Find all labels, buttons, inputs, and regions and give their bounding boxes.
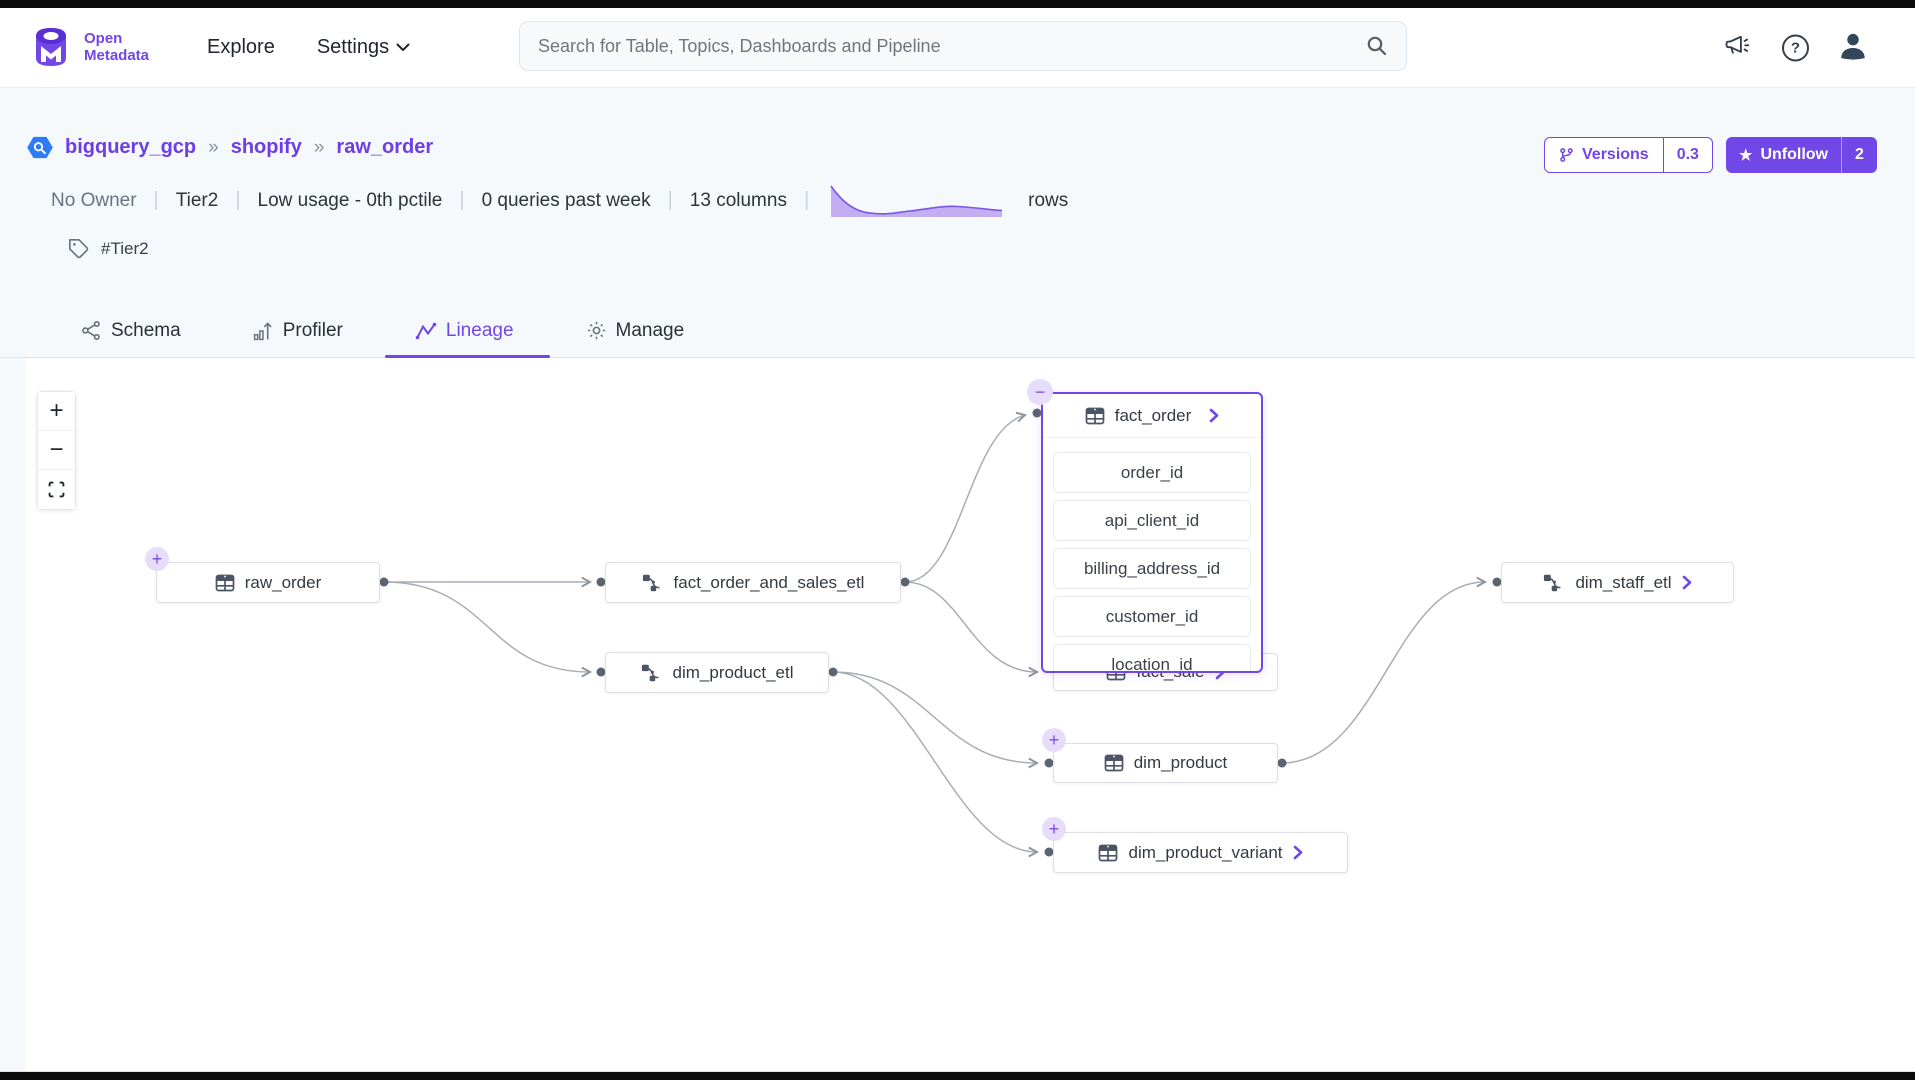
entity-meta-row: No Owner | Tier2 | Low usage - 0th pctil… — [51, 182, 1068, 219]
chevron-down-icon — [396, 43, 410, 51]
lineage-node-dim-product-variant[interactable]: + dim_product_variant — [1042, 817, 1348, 873]
version-branch-icon — [1560, 148, 1573, 162]
openmetadata-logo[interactable]: Open Metadata — [28, 24, 149, 70]
fact-order-header[interactable]: fact_order — [1043, 394, 1261, 438]
tags-row: #Tier2 — [68, 238, 149, 260]
fit-view-icon — [48, 481, 65, 498]
lineage-node-raw-order[interactable]: + raw_order — [145, 547, 380, 603]
window-top-edge — [0, 0, 1915, 8]
breadcrumb-separator: » — [313, 136, 325, 158]
lineage-node-dim-product-etl[interactable]: dim_product_etl — [605, 652, 829, 693]
column-chip[interactable]: customer_id — [1053, 596, 1251, 637]
pipeline-icon — [642, 574, 660, 591]
lineage-canvas[interactable]: + − fact_sale + — [26, 358, 1915, 1072]
menu-explore[interactable]: Explore — [207, 36, 275, 58]
lineage-node-fact-order-expanded[interactable]: fact_order order_id api_client_id billin… — [1041, 392, 1263, 673]
tab-profiler[interactable]: Profiler — [253, 304, 343, 357]
pipeline-icon — [641, 664, 659, 681]
tab-manage[interactable]: Manage — [586, 304, 684, 357]
breadcrumb-table[interactable]: raw_order — [336, 136, 434, 158]
column-chip[interactable]: billing_address_id — [1053, 548, 1251, 589]
star-icon: ★ — [1739, 147, 1753, 164]
queries-value: 0 queries past week — [481, 189, 651, 211]
row-count-sparkline — [830, 185, 1003, 217]
global-search — [519, 21, 1407, 71]
rows-label: rows — [1028, 189, 1069, 211]
collapse-downstream-badge[interactable]: − — [1027, 379, 1053, 405]
tier-value: Tier2 — [175, 189, 219, 211]
fact-order-columns: order_id api_client_id billing_address_i… — [1043, 438, 1261, 671]
breadcrumb-separator: » — [208, 136, 219, 158]
zoom-out-button[interactable]: − — [38, 431, 75, 470]
fit-view-button[interactable] — [38, 470, 75, 509]
expand-downstream-badge[interactable]: + — [1042, 728, 1066, 752]
expand-downstream-badge[interactable]: + — [1042, 817, 1066, 841]
table-icon — [1099, 844, 1118, 861]
usage-value: Low usage - 0th pctile — [257, 189, 443, 211]
unfollow-button[interactable]: ★ Unfollow 2 — [1726, 137, 1877, 173]
lineage-edges — [379, 408, 1502, 1072]
main-menu: Explore Settings — [207, 8, 410, 87]
breadcrumb-schema[interactable]: shopify — [230, 136, 302, 158]
profiler-icon — [253, 320, 274, 341]
expand-chevron-icon[interactable] — [1209, 408, 1219, 423]
search-input[interactable] — [538, 35, 1366, 57]
openmetadata-logo-icon — [36, 28, 66, 66]
help-icon[interactable]: ? — [1782, 34, 1809, 61]
tab-lineage[interactable]: Lineage — [385, 304, 550, 358]
menu-settings[interactable]: Settings — [317, 36, 410, 59]
table-icon — [1085, 407, 1105, 424]
canvas-bottom-divider — [0, 1071, 1915, 1072]
breadcrumb-service[interactable]: bigquery_gcp — [65, 136, 197, 158]
user-avatar[interactable] — [1837, 29, 1869, 66]
column-chip[interactable]: api_client_id — [1053, 500, 1251, 541]
unfollow-label: Unfollow — [1760, 146, 1828, 163]
table-icon — [215, 574, 235, 591]
columns-count: 13 columns — [689, 189, 787, 211]
entity-tabs: Schema Profiler Lineage — [0, 304, 1915, 358]
schema-icon — [81, 320, 102, 341]
followers-count[interactable]: 2 — [1841, 137, 1877, 173]
expand-chevron-icon[interactable] — [1293, 845, 1303, 860]
versions-label: Versions — [1582, 146, 1649, 163]
table-icon — [1104, 754, 1124, 772]
canvas-controls: + − — [37, 391, 76, 510]
breadcrumb: bigquery_gcp » shopify » raw_order — [27, 134, 433, 161]
zoom-in-button[interactable]: + — [38, 392, 75, 431]
gear-icon — [586, 320, 607, 341]
lineage-node-fact-order-and-sales-etl[interactable]: fact_order_and_sales_etl — [605, 562, 901, 603]
pipeline-icon — [1544, 574, 1561, 591]
column-chip[interactable]: order_id — [1053, 452, 1251, 493]
tier-tag[interactable]: #Tier2 — [101, 239, 149, 258]
expand-upstream-badge[interactable]: + — [145, 547, 169, 571]
lineage-icon — [415, 321, 437, 341]
lineage-node-dim-product[interactable]: + dim_product — [1042, 728, 1278, 783]
versions-button[interactable]: Versions 0.3 — [1544, 137, 1713, 173]
owner-value: No Owner — [51, 189, 137, 211]
openmetadata-logo-text: Open Metadata — [84, 29, 150, 64]
column-chip[interactable]: location_id — [1053, 644, 1251, 671]
window-bottom-edge — [0, 1072, 1915, 1080]
bigquery-service-icon — [27, 136, 53, 159]
search-icon[interactable] — [1366, 35, 1388, 57]
top-navbar: Open Metadata Explore Settings — [0, 8, 1915, 88]
expand-chevron-icon[interactable] — [1682, 575, 1692, 590]
tab-schema[interactable]: Schema — [81, 304, 181, 357]
lineage-node-dim-staff-etl[interactable]: dim_staff_etl — [1501, 562, 1734, 603]
announcements-icon[interactable] — [1724, 31, 1752, 64]
version-number[interactable]: 0.3 — [1662, 138, 1712, 172]
tag-icon — [69, 239, 89, 259]
